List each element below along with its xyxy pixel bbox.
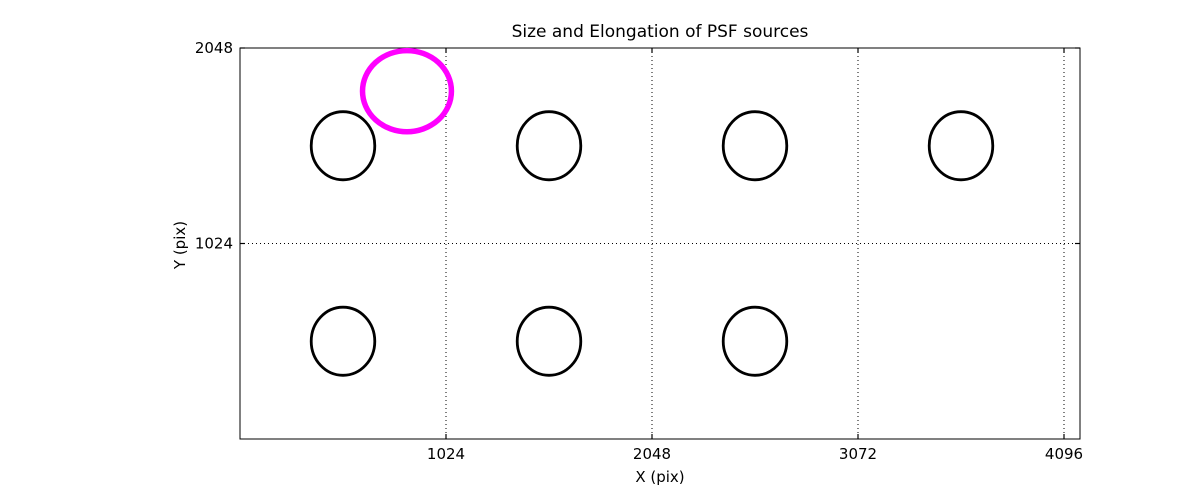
x-tick-label: 3072 (839, 445, 877, 463)
x-tick-label: 1024 (427, 445, 465, 463)
psf-ellipse (309, 110, 377, 182)
highlighted-psf-ellipse (359, 47, 455, 135)
x-axis-label: X (pix) (635, 468, 685, 486)
x-tick-label: 2048 (633, 445, 671, 463)
psf-ellipse (515, 110, 583, 182)
psf-ellipse (721, 305, 789, 377)
y-tick-label: 2048 (195, 39, 233, 57)
x-tick-label: 4096 (1045, 445, 1083, 463)
psf-ellipse (309, 305, 377, 377)
y-tick-label: 1024 (195, 235, 233, 253)
y-axis-label: Y (pix) (171, 220, 189, 270)
chart-title: Size and Elongation of PSF sources (511, 22, 809, 42)
psf-ellipse (515, 305, 583, 377)
psf-ellipse (721, 110, 789, 182)
psf-ellipse (927, 110, 995, 182)
